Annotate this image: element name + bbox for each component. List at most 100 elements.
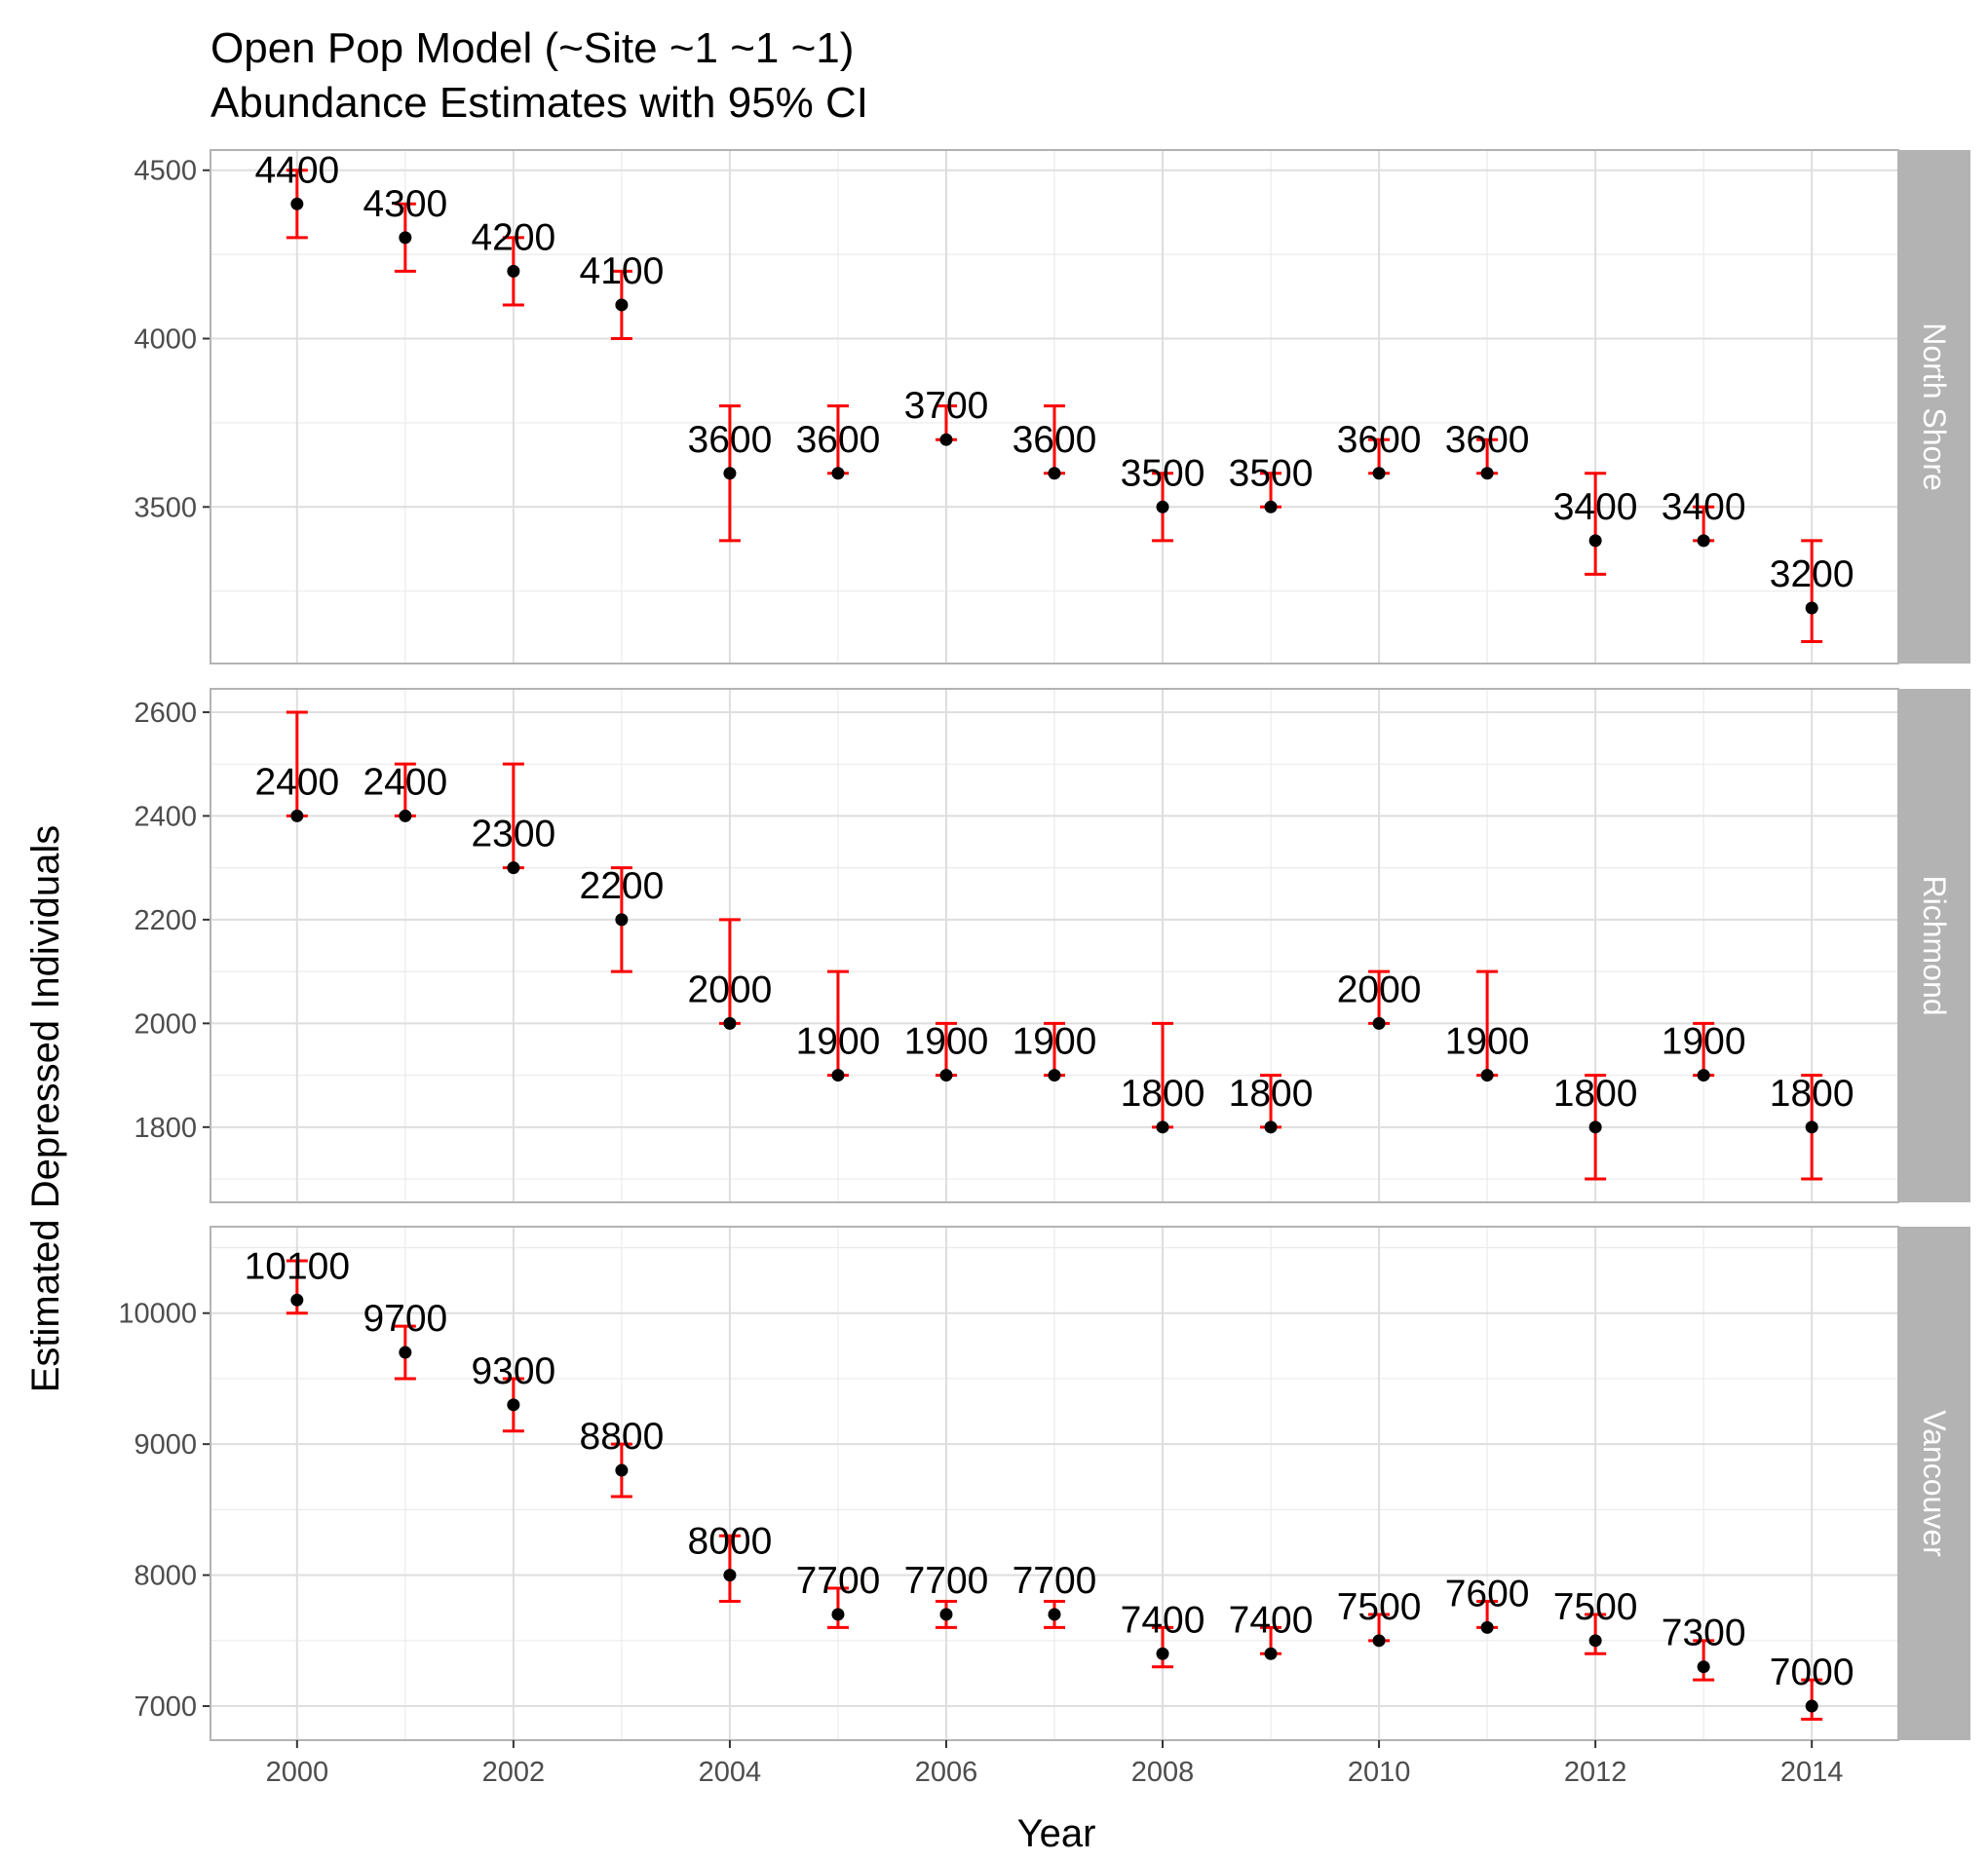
x-tick-label: 2004	[699, 1757, 762, 1788]
data-label: 7500	[1553, 1586, 1638, 1628]
facet-strip-label: Vancouver	[1917, 1410, 1952, 1557]
x-tick-label: 2000	[266, 1757, 329, 1788]
data-label: 2400	[363, 761, 447, 803]
data-point	[1480, 1069, 1494, 1082]
panel-north-shore: 3500 4000 4500 North Shore 4400 4300 4200 4100 3…	[134, 149, 1970, 664]
errorbar	[1801, 539, 1823, 644]
x-axis: 2000 2002 2004 2006 2008 2010 2012 2014	[266, 1740, 1844, 1788]
data-label: 4300	[363, 183, 447, 225]
data-label: 1800	[1770, 1073, 1854, 1115]
data-point	[290, 197, 304, 210]
data-point	[1588, 1120, 1602, 1134]
errorbar	[1585, 472, 1607, 576]
chart-subtitle: Abundance Estimates with 95% CI	[210, 79, 868, 127]
data-point	[723, 1569, 737, 1582]
data-point	[723, 1016, 737, 1030]
data-label: 3400	[1553, 486, 1638, 528]
data-point	[1697, 1660, 1710, 1674]
data-point	[1480, 1620, 1494, 1634]
x-tick-label: 2006	[915, 1757, 978, 1788]
data-point	[290, 809, 304, 822]
data-label: 7300	[1662, 1613, 1746, 1654]
data-point	[1264, 1120, 1278, 1134]
x-tick-label: 2014	[1780, 1757, 1844, 1788]
data-label: 3500	[1229, 452, 1314, 494]
data-label: 1800	[1229, 1073, 1314, 1115]
data-label: 7700	[904, 1560, 989, 1602]
data-point	[1805, 1699, 1818, 1713]
data-point	[1588, 534, 1602, 548]
data-label: 3700	[904, 385, 989, 427]
data-point	[615, 913, 629, 927]
data-label: 3500	[1121, 452, 1205, 494]
data-label: 7400	[1229, 1599, 1314, 1641]
y-tick-label: 8000	[134, 1561, 197, 1592]
data-label: 1900	[1013, 1021, 1097, 1063]
y-tick-label: 2200	[134, 905, 197, 936]
panel-vancouver: 7000 8000 9000 10000 Vancouver 10100 9700 9300 8…	[118, 1226, 1970, 1741]
panel-richmond: 1800 2000 2200 2400 2600 Richmond 2400 2400 2300…	[134, 688, 1970, 1203]
data-point	[1372, 467, 1386, 480]
data-label: 8800	[580, 1416, 665, 1458]
data-point	[1156, 1647, 1169, 1660]
facet-strip	[1898, 689, 1970, 1202]
x-tick-label: 2008	[1131, 1757, 1195, 1788]
data-label: 2300	[471, 814, 555, 855]
y-tick-label: 9000	[134, 1429, 197, 1461]
chart-title: Open Pop Model (~Site ~1 ~1 ~1)	[210, 24, 854, 72]
data-label: 2000	[688, 968, 773, 1010]
data-label: 7400	[1121, 1599, 1205, 1641]
data-label: 1900	[1662, 1021, 1746, 1063]
errorbar	[1585, 1613, 1607, 1655]
data-point	[831, 1608, 845, 1621]
data-point	[1264, 500, 1278, 513]
data-point	[615, 1463, 629, 1477]
data-point	[290, 1293, 304, 1307]
data-point	[507, 861, 520, 875]
x-tick-label: 2010	[1348, 1757, 1411, 1788]
y-tick-label: 7000	[134, 1691, 197, 1723]
data-point	[1805, 1120, 1818, 1134]
data-point	[1588, 1634, 1602, 1648]
data-label: 7000	[1770, 1651, 1854, 1693]
x-tick-label: 2012	[1564, 1757, 1627, 1788]
facet-strip-label: North Shore	[1917, 323, 1952, 491]
data-point	[1805, 601, 1818, 615]
data-point	[1048, 1069, 1061, 1082]
x-tick-label: 2002	[482, 1757, 546, 1788]
y-tick-label: 1800	[134, 1113, 197, 1144]
data-label: 1900	[904, 1021, 989, 1063]
data-point	[939, 433, 953, 446]
data-label: 9700	[363, 1298, 447, 1340]
data-label: 3400	[1662, 486, 1746, 528]
data-point	[615, 298, 629, 312]
data-label: 1900	[1445, 1021, 1530, 1063]
data-point	[831, 467, 845, 480]
data-label: 10100	[245, 1245, 350, 1287]
y-tick-label: 10000	[118, 1299, 197, 1330]
data-label: 8000	[688, 1521, 773, 1563]
data-label: 3600	[1445, 419, 1530, 461]
data-point	[1264, 1647, 1278, 1660]
data-point	[1372, 1634, 1386, 1648]
data-label: 1800	[1553, 1073, 1638, 1115]
data-point	[1048, 467, 1061, 480]
errorbar	[718, 1534, 741, 1603]
data-label: 7700	[796, 1560, 881, 1602]
data-point	[1480, 467, 1494, 480]
data-label: 3200	[1770, 553, 1854, 595]
data-label: 7700	[1013, 1560, 1097, 1602]
data-label: 2400	[254, 761, 339, 803]
errorbar	[1693, 1639, 1715, 1682]
data-label: 4100	[580, 250, 665, 292]
data-label: 3600	[796, 419, 881, 461]
data-label: 7500	[1337, 1586, 1422, 1628]
y-tick-label: 4500	[134, 156, 197, 187]
data-label: 1800	[1121, 1073, 1205, 1115]
errorbar	[1152, 1625, 1174, 1669]
data-point	[1697, 534, 1710, 548]
data-label: 4200	[471, 216, 555, 258]
errorbar	[1801, 1678, 1823, 1721]
data-point	[399, 1346, 412, 1359]
